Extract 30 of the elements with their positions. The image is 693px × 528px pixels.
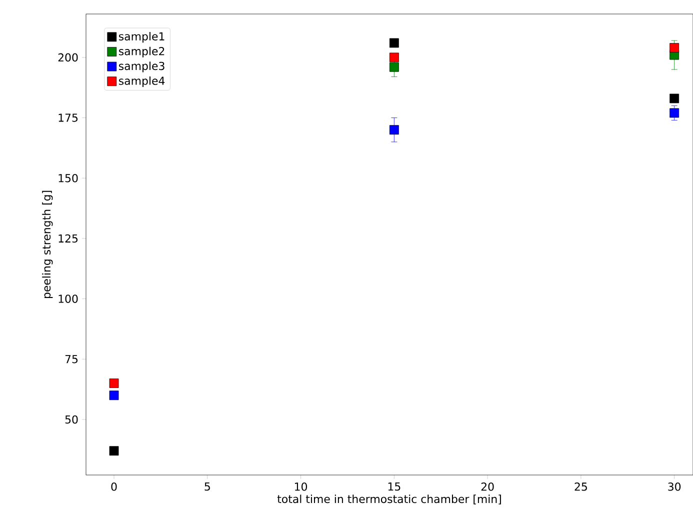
legend-label: sample4 [118,76,165,88]
y-tick-label: 175 [58,114,78,122]
point [109,390,119,400]
legend-label: sample3 [118,62,164,72]
x-tick-label: 25 [574,482,587,491]
point [389,125,399,135]
y-tick-label: 75 [65,355,78,364]
x-tick-label: 0 [111,482,117,491]
point [109,378,119,388]
y-axis-title: peeling strength [g] [42,190,53,298]
point [670,43,680,52]
x-tick-label: 15 [388,482,400,491]
x-axis-title: total time in thermostatic chamber [min] [277,494,501,504]
x-tick-label: 10 [295,482,308,491]
point [109,446,119,456]
x-tick-label: 5 [204,482,210,491]
legend-label: sample1 [118,32,164,43]
y-tick-label: 150 [58,174,78,182]
point [389,62,399,72]
point [670,94,680,104]
y-tick-label: 100 [58,294,78,303]
x-tick-label: 20 [481,482,494,491]
point [389,38,399,48]
point [389,52,399,62]
y-tick-label: 125 [58,234,78,243]
legend-label: sample2 [118,46,164,58]
x-tick-label: 30 [668,482,681,491]
y-tick-label: 200 [58,53,78,62]
y-tick-label: 50 [65,415,78,424]
point [670,108,680,118]
